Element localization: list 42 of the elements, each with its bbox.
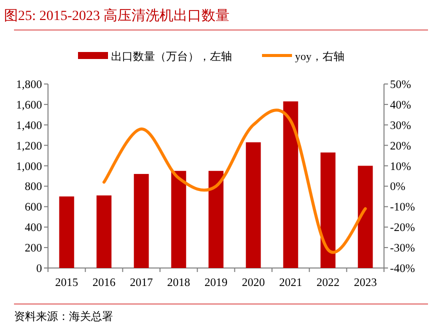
y2-tick-label: 50%: [390, 79, 412, 91]
y2-tick-label: 40%: [390, 99, 412, 112]
x-tick-label: 2021: [279, 277, 302, 289]
y2-tick-label: 20%: [390, 140, 412, 152]
text: 资料来源：海关总署: [14, 310, 113, 323]
bar: [283, 101, 298, 268]
x-tick-label: 2017: [130, 277, 154, 289]
x-tick-label: 2020: [242, 277, 266, 289]
x-tick-label: 2023: [354, 277, 378, 289]
x-tick-label: 2019: [204, 277, 228, 289]
y2-tick-label: 10%: [390, 160, 412, 173]
bar: [134, 174, 149, 268]
y2-tick-label: -20%: [390, 222, 416, 234]
y-tick-label: 200: [24, 242, 42, 255]
x-tick-label: 2015: [55, 277, 78, 289]
bar: [171, 170, 186, 268]
x-tick-label: 2016: [92, 277, 116, 289]
y2-tick-label: -40%: [390, 263, 416, 275]
legend-label: yoy，右轴: [295, 50, 344, 63]
bar: [320, 152, 336, 268]
x-tick-label: 2022: [316, 277, 340, 289]
y2-tick-label: 30%: [390, 120, 412, 132]
chart-title: 图25: 2015-2023 高压清洗机出口数量: [4, 8, 230, 24]
bar: [96, 195, 112, 268]
x-tick-label: 2018: [167, 277, 190, 289]
y-tick-label: 0: [36, 263, 42, 275]
y-tick-label: 1,400: [16, 120, 42, 132]
bar: [358, 166, 373, 268]
bar: [208, 170, 224, 268]
bar: [59, 196, 74, 268]
y2-tick-label: 0%: [390, 181, 406, 194]
y2-tick-label: -30%: [390, 242, 416, 255]
bar: [246, 142, 261, 268]
y-tick-label: 1,200: [16, 140, 42, 152]
y2-tick-label: -10%: [390, 202, 416, 214]
y-tick-label: 600: [24, 202, 42, 214]
y-tick-label: 1,000: [16, 160, 42, 173]
y-tick-label: 1,600: [16, 99, 42, 112]
legend-label: 出口数量（万台），左轴: [111, 50, 232, 63]
y-tick-label: 800: [24, 181, 42, 194]
y-tick-label: 400: [24, 222, 42, 234]
y-tick-label: 1,800: [16, 79, 42, 91]
